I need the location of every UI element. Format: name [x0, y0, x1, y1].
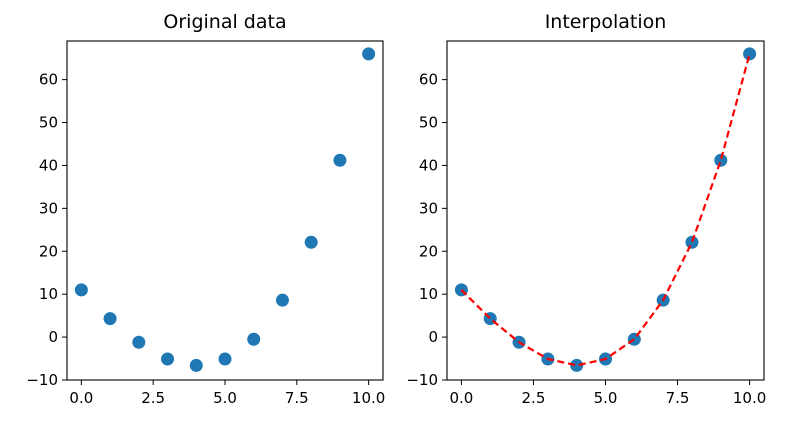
data-point [743, 47, 757, 61]
data-point [275, 293, 289, 307]
x-tick-label: 10.0 [733, 389, 766, 407]
y-tick-label: 0 [48, 328, 58, 346]
y-tick-label: −10 [26, 371, 58, 389]
y-tick-label: 60 [39, 71, 58, 89]
data-point [247, 332, 261, 346]
y-tick-label: 30 [39, 199, 58, 217]
axes-frame [446, 40, 765, 381]
axes-frame [66, 40, 384, 381]
data-point [570, 358, 584, 372]
y-tick-label: 0 [428, 328, 438, 346]
data-point [333, 153, 347, 167]
x-tick-label: 7.5 [285, 389, 309, 407]
x-tick-label: 2.5 [522, 389, 546, 407]
interpolation-line [460, 53, 751, 367]
y-tick-label: 10 [419, 285, 438, 303]
data-point [218, 352, 232, 366]
y-tick-label: 50 [39, 114, 58, 132]
x-tick-label: 2.5 [141, 389, 165, 407]
data-point [714, 153, 728, 167]
chart-title: Original data [163, 11, 286, 33]
y-tick-label: 10 [39, 285, 58, 303]
subplot-original-data: Original data 0.0 2.5 5.0 7.5 10.0 −10 0 10 20 30 4… [26, 11, 385, 407]
y-tick-label: 20 [39, 242, 58, 260]
y-tick-label: 60 [419, 71, 438, 89]
x-tick-label: 0.0 [449, 389, 473, 407]
x-tick-label: 0.0 [69, 389, 93, 407]
x-tick-label: 5.0 [213, 389, 237, 407]
subplot-interpolation: Interpolation 0.0 2.5 5.0 7.5 10.0 −10 0 10 20 30 4… [406, 11, 766, 407]
y-tick-label: −10 [406, 371, 438, 389]
chart-title: Interpolation [545, 11, 667, 33]
data-point [362, 47, 376, 61]
x-tick-label: 5.0 [594, 389, 618, 407]
y-tick-label: 20 [419, 242, 438, 260]
data-point [189, 358, 203, 372]
y-tick-label: 30 [419, 199, 438, 217]
y-tick-label: 50 [419, 114, 438, 132]
x-tick-label: 7.5 [666, 389, 690, 407]
data-point [161, 352, 175, 366]
data-point [103, 312, 117, 326]
x-tick-label: 10.0 [352, 389, 385, 407]
data-point [132, 335, 146, 349]
y-tick-label: 40 [419, 156, 438, 174]
data-point [74, 283, 88, 297]
data-point [304, 235, 318, 249]
data-point [685, 235, 699, 249]
y-tick-label: 40 [39, 156, 58, 174]
